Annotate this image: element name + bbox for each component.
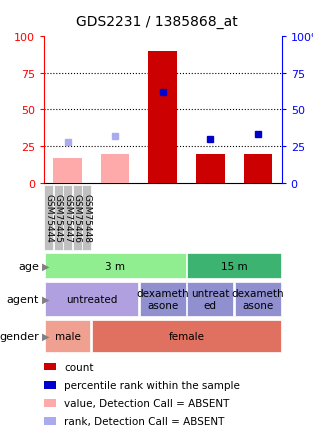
Text: GSM75446: GSM75446 [73, 194, 82, 243]
Bar [44, 186, 53, 250]
Bar [45, 320, 90, 352]
Bar [53, 159, 82, 184]
Text: 3 m: 3 m [105, 261, 125, 271]
Text: untreated: untreated [66, 294, 117, 304]
Bar [140, 282, 186, 317]
Bar [45, 282, 138, 317]
Bar [45, 253, 186, 279]
Bar [54, 186, 63, 250]
Text: dexameth
asone: dexameth asone [136, 289, 189, 310]
Text: gender: gender [0, 332, 39, 341]
Text: GSM75447: GSM75447 [63, 194, 72, 243]
Text: GSM75445: GSM75445 [54, 194, 63, 243]
Text: rank, Detection Call = ABSENT: rank, Detection Call = ABSENT [64, 417, 224, 426]
Text: male: male [55, 332, 80, 341]
Text: GSM75444: GSM75444 [44, 194, 53, 243]
Text: ▶: ▶ [42, 332, 50, 341]
Bar [244, 154, 272, 184]
Text: untreat
ed: untreat ed [191, 289, 229, 310]
Text: GDS2231 / 1385868_at: GDS2231 / 1385868_at [76, 15, 237, 29]
Bar [196, 154, 225, 184]
Bar [73, 186, 82, 250]
Text: value, Detection Call = ABSENT: value, Detection Call = ABSENT [64, 398, 229, 408]
Text: female: female [168, 332, 205, 341]
Bar [92, 320, 281, 352]
Text: GSM75448: GSM75448 [82, 194, 91, 243]
Bar [63, 186, 72, 250]
Bar [187, 253, 281, 279]
Text: age: age [18, 261, 39, 271]
Bar [101, 154, 130, 184]
Bar [148, 52, 177, 184]
Text: count: count [64, 362, 94, 372]
Bar [82, 186, 91, 250]
Text: percentile rank within the sample: percentile rank within the sample [64, 380, 240, 390]
Text: ▶: ▶ [42, 261, 50, 271]
Bar [187, 282, 233, 317]
Text: 15 m: 15 m [221, 261, 248, 271]
Text: ▶: ▶ [42, 294, 50, 304]
Text: dexameth
asone: dexameth asone [232, 289, 284, 310]
Text: agent: agent [7, 294, 39, 304]
Bar [235, 282, 281, 317]
